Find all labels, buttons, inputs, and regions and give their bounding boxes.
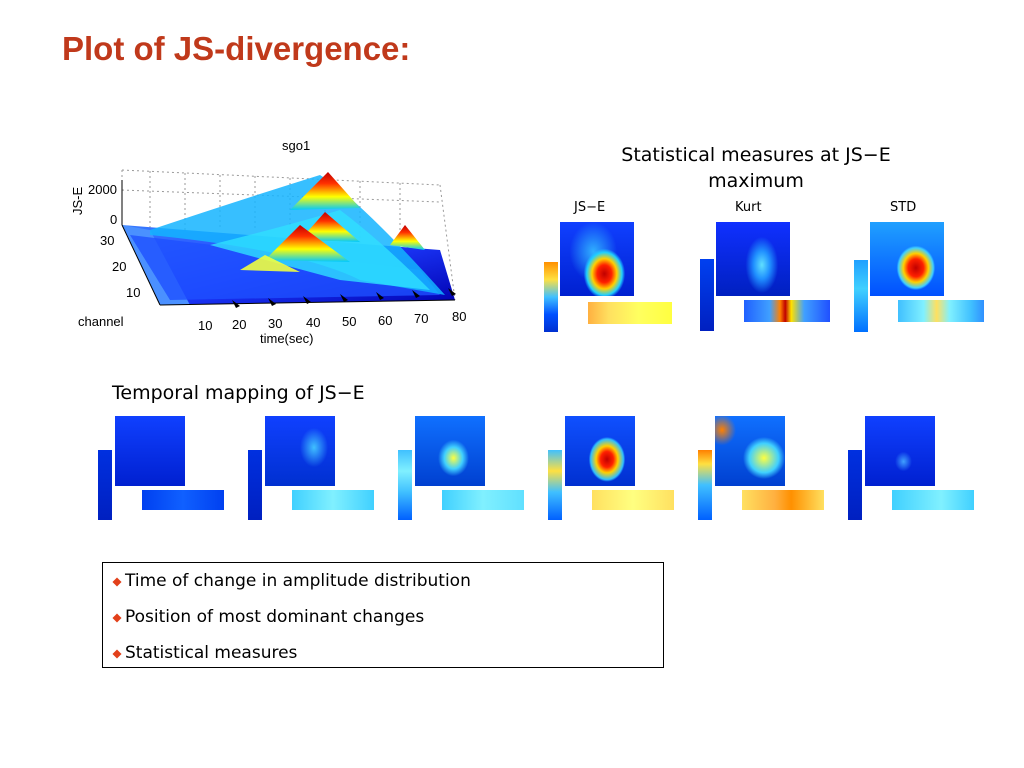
temporal-map-6 <box>848 416 978 522</box>
temporal-map-1 <box>98 416 228 522</box>
y-tick-30: 30 <box>100 233 114 248</box>
summary-item: Position of most dominant changes <box>112 607 663 643</box>
bullet-icon <box>112 649 122 659</box>
y-tick-10: 10 <box>126 285 140 300</box>
x-tick-70: 70 <box>414 311 428 326</box>
z-axis-label: JS-E <box>70 187 85 216</box>
temporal-map-5 <box>698 416 828 522</box>
x-tick-50: 50 <box>342 314 356 329</box>
bullet-icon <box>112 577 122 587</box>
bullet-icon <box>112 613 122 623</box>
x-tick-20: 20 <box>232 317 246 332</box>
x-tick-10: 10 <box>198 318 212 333</box>
x-tick-40: 40 <box>306 315 320 330</box>
y-tick-20: 20 <box>112 259 126 274</box>
stat-label-jse: JS−E <box>574 200 606 215</box>
stat-map-kurt <box>700 222 830 334</box>
x-tick-60: 60 <box>378 313 392 328</box>
z-tick-0: 0 <box>110 212 117 227</box>
summary-item: Time of change in amplitude distribution <box>112 571 663 607</box>
temporal-map-4 <box>548 416 678 522</box>
slide-title: Plot of JS-divergence: <box>62 30 411 67</box>
stat-map-jse <box>544 222 674 334</box>
js-divergence-3d-plot: sgo1 JS-E 2000 0 30 20 10 channel 10 20 … <box>70 138 466 346</box>
plot-title: sgo1 <box>282 138 310 153</box>
temporal-map-3 <box>398 416 528 522</box>
x-axis-label: time(sec) <box>260 331 313 346</box>
stat-map-std <box>854 222 984 334</box>
stat-label-kurt: Kurt <box>735 200 762 215</box>
x-tick-30: 30 <box>268 316 282 331</box>
temporal-heading: Temporal mapping of JS−E <box>112 382 365 404</box>
summary-item: Statistical measures <box>112 643 663 679</box>
stat-heading: Statistical measures at JS−E maximum <box>621 144 891 192</box>
x-tick-80: 80 <box>452 309 466 324</box>
y-axis-label: channel <box>78 314 124 329</box>
temporal-map-2 <box>248 416 378 522</box>
summary-list: Time of change in amplitude distribution… <box>103 563 663 679</box>
z-tick-2000: 2000 <box>88 182 117 197</box>
surface-peak <box>290 172 360 210</box>
stat-label-std: STD <box>890 200 917 215</box>
summary-box: Time of change in amplitude distribution… <box>102 562 664 668</box>
